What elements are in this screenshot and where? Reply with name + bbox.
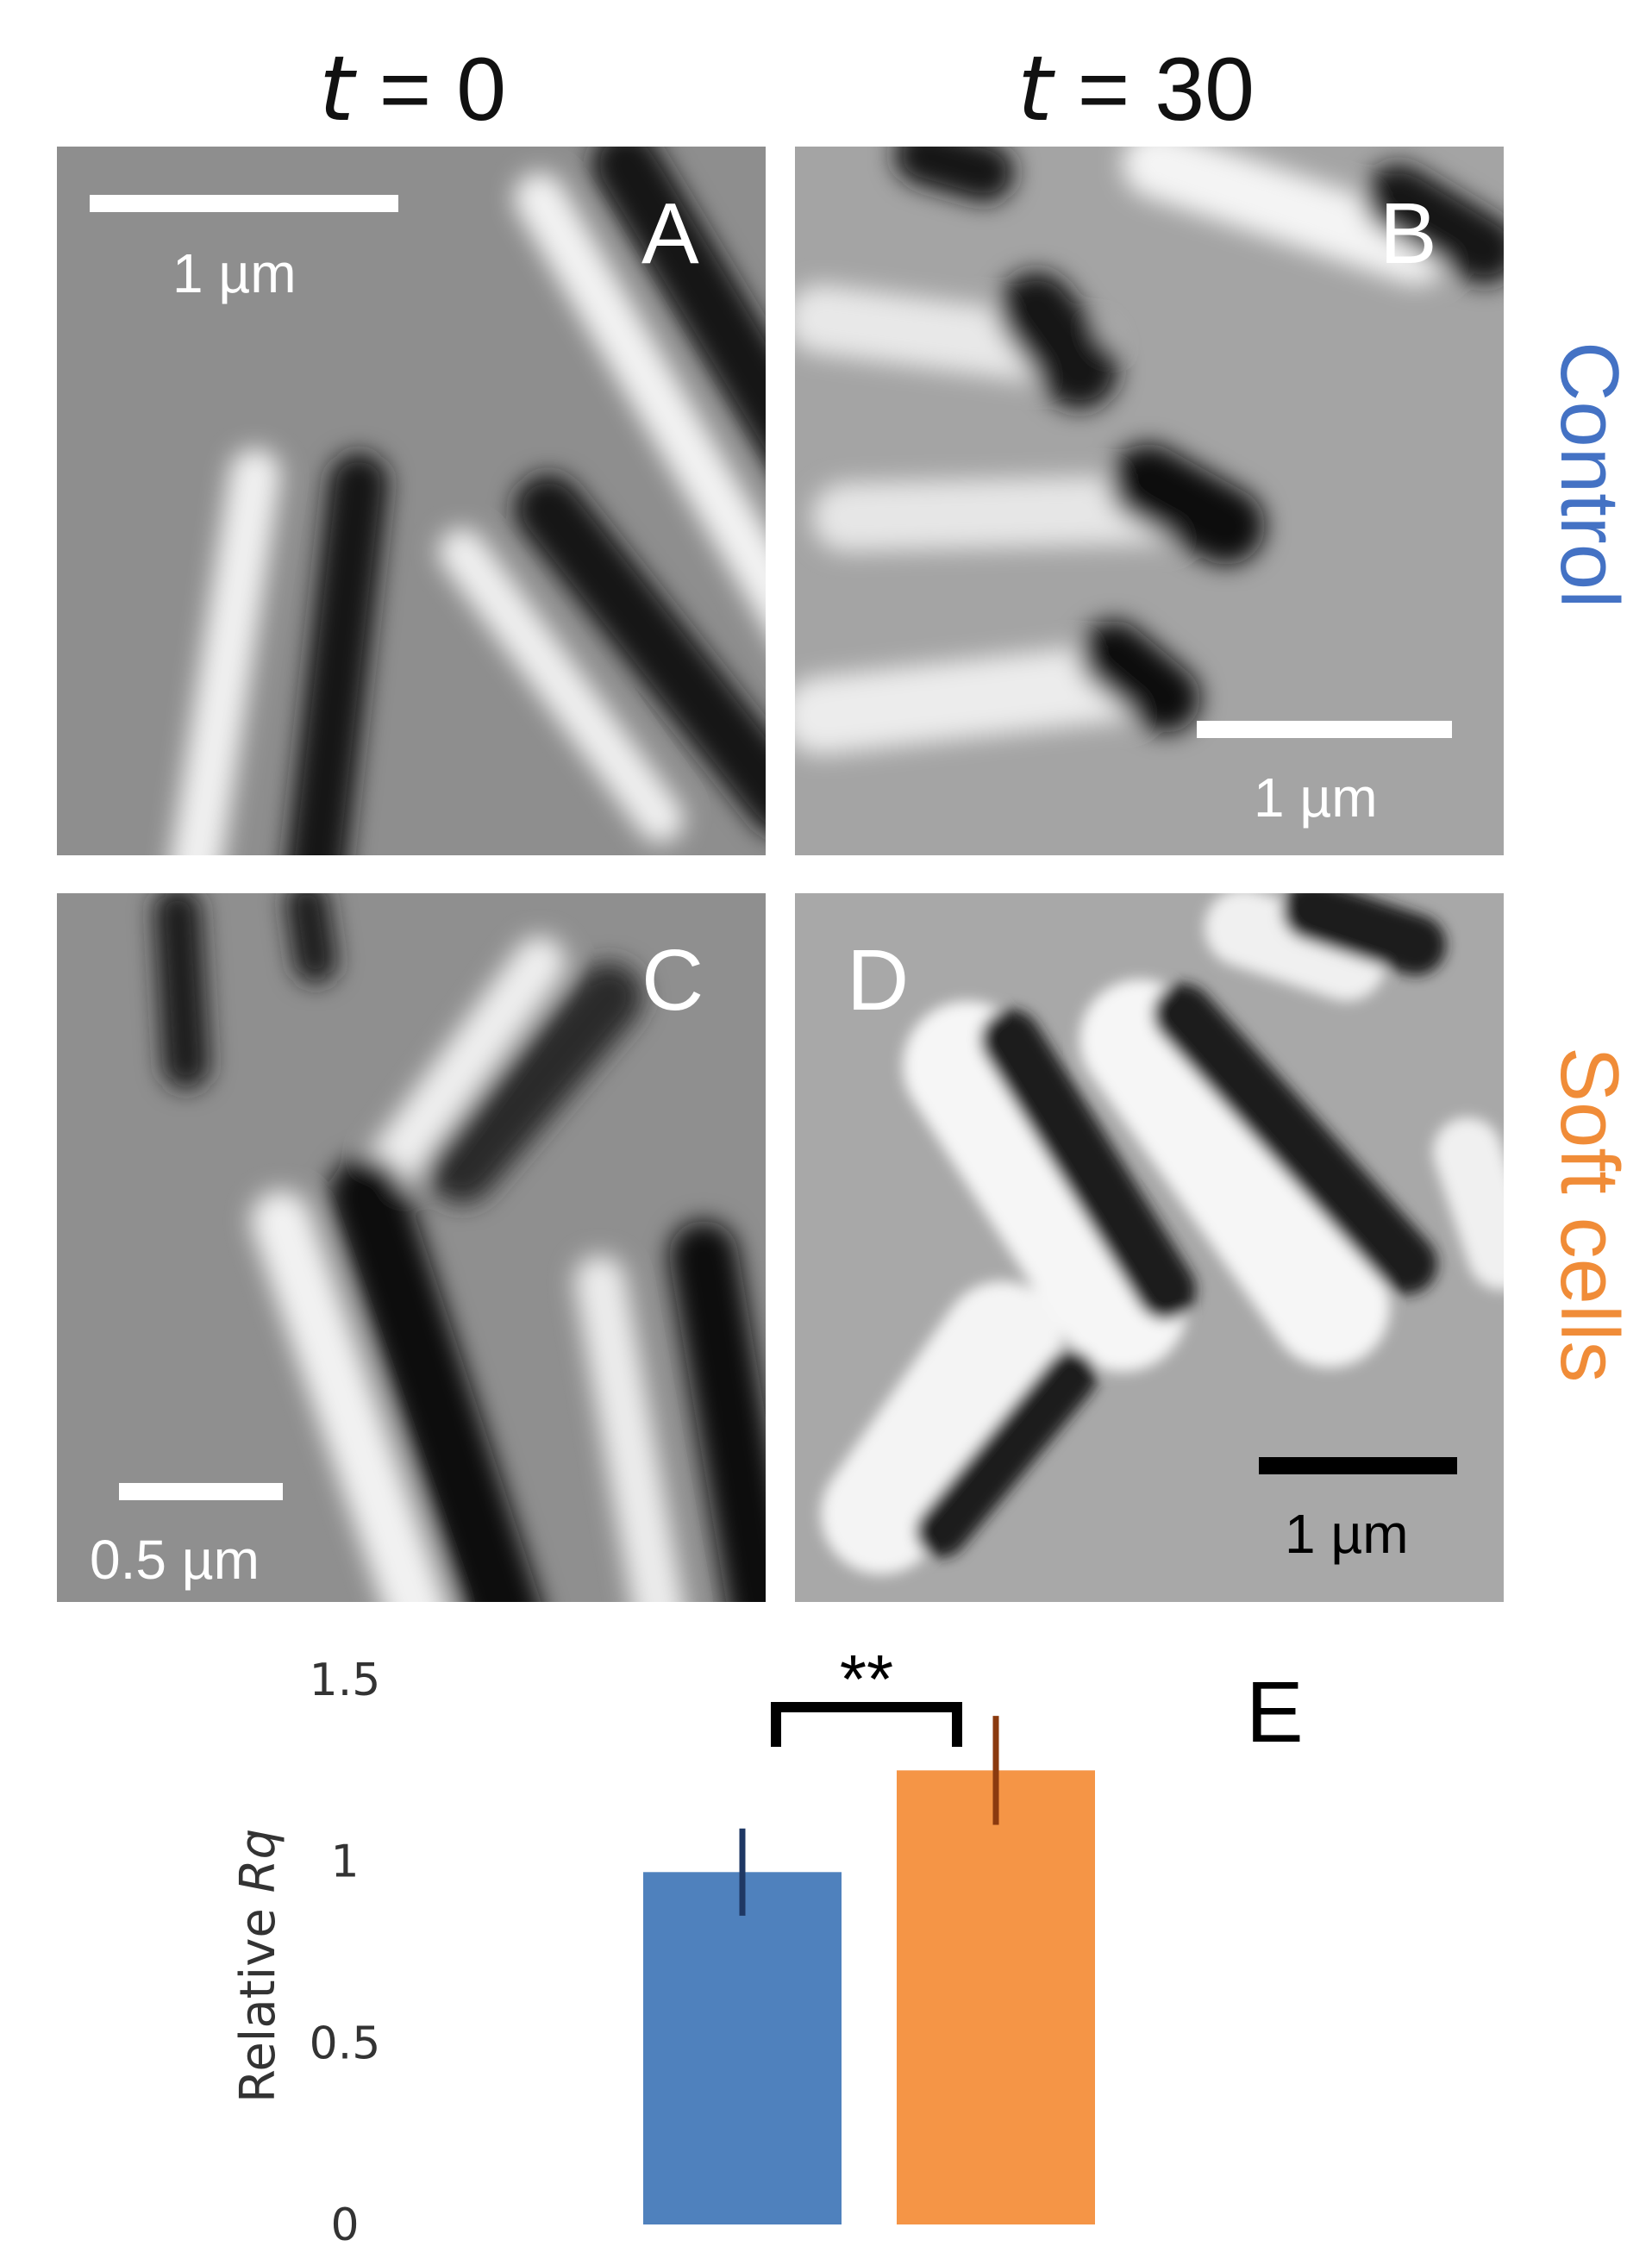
micrograph-panel-a [57, 147, 766, 855]
panel-label-a: A [641, 185, 699, 282]
column-header-t0-rest: = 0 [354, 40, 507, 140]
scalebar-label-a: 1 µm [172, 242, 297, 304]
y-tick-label: 1 [330, 1836, 359, 1888]
significance-label: ** [840, 1641, 893, 1718]
error-bars [739, 1716, 999, 1916]
panel-label-b: B [1380, 185, 1437, 282]
row-label-control: Control [1543, 341, 1636, 609]
panel-label-d: D [847, 932, 910, 1029]
y-tick-label: 0 [330, 2199, 359, 2251]
bars [643, 1770, 1095, 2224]
y-axis-title-var: Rq [230, 1829, 286, 1893]
row-label-soft-cells: Soft cells [1543, 1047, 1636, 1383]
column-header-t30-var: t [1017, 36, 1053, 141]
micrograph-panel-d [795, 893, 1504, 1602]
rq-bar-chart: 0 0.5 1 1.5 ** E Relative Rq [230, 1641, 1304, 2251]
scalebar-label-c: 0.5 µm [90, 1529, 260, 1591]
scalebar-a [90, 195, 398, 212]
bar-soft-cells [897, 1770, 1095, 2224]
y-tick-label: 0.5 [310, 2018, 381, 2069]
scalebar-label-d: 1 µm [1285, 1503, 1409, 1565]
scalebar-b [1197, 721, 1452, 738]
scalebar-d [1259, 1457, 1457, 1474]
column-header-t0-var: t [319, 36, 354, 141]
panel-label-c: C [641, 932, 704, 1029]
column-header-t30-rest: = 30 [1052, 40, 1255, 140]
y-tick-label: 1.5 [310, 1655, 381, 1706]
scalebar-label-b: 1 µm [1254, 766, 1378, 829]
column-header-t0: t = 0 [319, 36, 506, 141]
bar-control [643, 1872, 842, 2224]
y-axis-title-prefix: Relative [230, 1893, 286, 2103]
micrograph-panel-b [795, 147, 1504, 855]
y-axis: 0 0.5 1 1.5 [310, 1655, 381, 2251]
column-header-t30: t = 30 [1017, 36, 1255, 141]
significance-bracket [771, 1702, 962, 1747]
scalebar-c [119, 1483, 283, 1500]
y-axis-title: Relative Rq [230, 1829, 286, 2103]
chart-panel-label: E [1246, 1664, 1304, 1761]
